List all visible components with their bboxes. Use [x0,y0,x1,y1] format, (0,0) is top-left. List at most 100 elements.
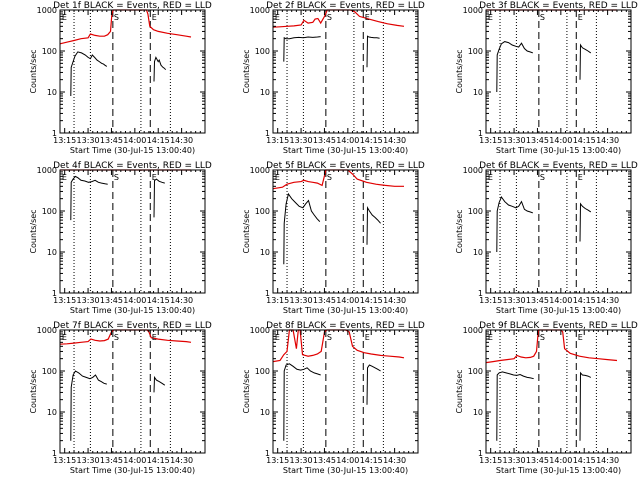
lld-series-line [272,329,405,363]
x-tick-label: 14:15 [360,296,383,305]
x-tick-label: 14:30 [596,456,619,465]
x-axis-label: Start Time (30-Jul-15 13:00:40) [496,466,621,475]
events-series-line [70,175,108,221]
lld-series-line [485,329,618,364]
events-series-line [496,371,534,441]
y-tick-label: 10 [260,248,270,257]
y-axis-label: Counts/sec [29,369,38,413]
marker-label: E [488,13,493,22]
y-tick-label: 100 [255,367,270,376]
y-tick-label: 1000 [463,6,483,15]
x-tick-label: 13:15 [479,296,502,305]
y-axis-label: Counts/sec [455,49,464,93]
y-axis-label: Counts/sec [242,209,251,253]
panel-det-6: Det 6f BLACK = Events, RED = LLD E S E 1 10 10… [455,161,638,315]
x-tick-label: 14:15 [573,456,596,465]
marker-label: E [62,333,67,342]
y-tick-label: 10 [47,88,57,97]
marker-label: E [152,13,157,22]
x-tick-label: 13:45 [526,456,549,465]
x-tick-label: 14:30 [170,456,193,465]
y-tick-label: 10 [47,248,57,257]
x-tick-label: 13:45 [313,296,336,305]
marker-label: S [327,173,332,182]
marker-label: E [365,13,370,22]
x-tick-label: 14:30 [596,296,619,305]
y-axis-label: Counts/sec [242,369,251,413]
y-tick-label: 1 [265,289,270,298]
x-tick-label: 14:15 [573,136,596,145]
y-tick-label: 10 [260,88,270,97]
x-tick-label: 14:00 [336,136,359,145]
y-tick-label: 1 [265,129,270,138]
plot-frame [485,329,632,454]
plot-frame [59,9,206,134]
x-tick-label: 13:30 [290,456,313,465]
x-tick-label: 14:30 [170,296,193,305]
x-axis-label: Start Time (30-Jul-15 13:00:40) [283,466,408,475]
panel-det-9: Det 9f BLACK = Events, RED = LLD E S E 1 10 10… [455,321,638,475]
x-tick-label: 14:00 [549,456,572,465]
x-axis-label: Start Time (30-Jul-15 13:00:40) [70,146,195,155]
lld-series-line [272,9,405,28]
events-series-line [153,178,165,218]
marker-label: E [152,333,157,342]
y-tick-label: 1 [52,449,57,458]
y-tick-label: 100 [255,47,270,56]
y-tick-label: 1000 [250,166,270,175]
y-tick-label: 1000 [463,326,483,335]
marker-label: E [152,173,157,182]
x-axis-label: Start Time (30-Jul-15 13:00:40) [496,306,621,315]
marker-label: S [114,13,119,22]
panel-title: Det 7f BLACK = Events, RED = LLD [53,321,212,331]
panel-title: Det 8f BLACK = Events, RED = LLD [266,321,425,331]
marker-label: E [275,13,280,22]
y-tick-label: 1000 [37,326,57,335]
y-tick-label: 100 [42,47,57,56]
panel-title: Det 1f BLACK = Events, RED = LLD [53,1,212,11]
x-tick-label: 14:00 [549,136,572,145]
x-axis-label: Start Time (30-Jul-15 13:00:40) [283,306,408,315]
panel-det-2: Det 2f BLACK = Events, RED = LLD E S E 1 10 10… [242,1,425,155]
x-tick-label: 13:15 [266,456,289,465]
plot-frame [272,329,419,454]
y-tick-label: 1000 [37,6,57,15]
x-tick-label: 13:45 [100,296,123,305]
x-axis-label: Start Time (30-Jul-15 13:00:40) [70,306,195,315]
y-tick-label: 10 [47,408,57,417]
x-tick-label: 14:15 [573,296,596,305]
y-tick-label: 100 [42,207,57,216]
y-tick-label: 10 [473,88,483,97]
x-tick-label: 13:30 [503,296,526,305]
marker-label: E [578,173,583,182]
x-tick-label: 13:30 [77,296,100,305]
x-tick-label: 13:15 [53,136,76,145]
lld-series-line [59,9,192,45]
y-tick-label: 1 [478,449,483,458]
y-tick-label: 100 [468,367,483,376]
events-series-line [366,35,380,68]
y-tick-label: 1 [52,289,57,298]
plot-frame [59,329,206,454]
x-tick-label: 14:00 [336,456,359,465]
x-tick-label: 13:15 [479,136,502,145]
panel-title: Det 4f BLACK = Events, RED = LLD [53,161,212,171]
x-axis-label: Start Time (30-Jul-15 13:00:40) [70,466,195,475]
marker-label: E [578,333,583,342]
marker-label: S [540,333,545,342]
x-tick-label: 14:00 [123,296,146,305]
x-tick-label: 13:45 [526,296,549,305]
x-tick-label: 14:30 [383,136,406,145]
events-series-line [283,192,321,265]
x-tick-label: 13:45 [526,136,549,145]
y-tick-label: 100 [468,47,483,56]
y-tick-label: 100 [468,207,483,216]
y-tick-label: 1 [478,289,483,298]
x-tick-label: 14:15 [360,136,383,145]
x-tick-label: 14:15 [147,296,170,305]
events-series-line [283,36,321,62]
x-tick-label: 14:30 [383,296,406,305]
x-tick-label: 13:45 [100,136,123,145]
panel-det-4: Det 4f BLACK = Events, RED = LLD E S E 1 10 10… [29,161,212,315]
